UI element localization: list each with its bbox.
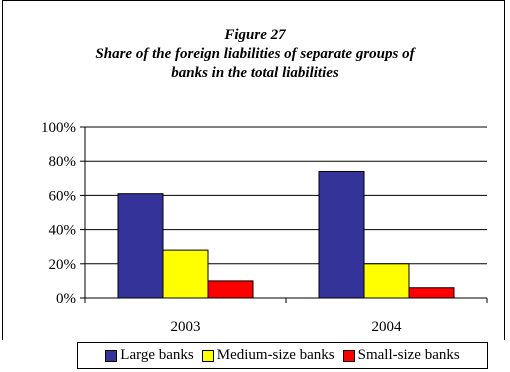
legend-swatch — [342, 349, 355, 362]
title-line-1: Figure 27 — [224, 27, 286, 43]
y-tick-label: 40% — [49, 223, 77, 239]
y-tick-label: 60% — [49, 188, 77, 204]
legend-label: Medium-size banks — [216, 347, 335, 363]
legend-item: Large banks — [105, 347, 194, 364]
bar — [117, 193, 164, 299]
bar — [363, 263, 410, 299]
y-tick-label: 20% — [49, 257, 77, 273]
chart-legend: Large banks Medium-size banks Small-size b… — [77, 342, 488, 369]
y-tick-label: 100% — [41, 120, 76, 136]
x-tick-label: 2004 — [372, 319, 403, 335]
legend-swatch — [201, 349, 214, 362]
legend-label: Small-size banks — [357, 347, 460, 363]
legend-item: Medium-size banks — [201, 347, 335, 364]
legend-swatch — [105, 349, 118, 362]
bar — [162, 249, 209, 299]
bar — [207, 280, 254, 299]
y-tick-label: 0% — [56, 291, 76, 307]
chart-title: Figure 27 Share of the foreign liabiliti… — [0, 26, 510, 83]
title-line-2: Share of the foreign liabilities of sepa… — [95, 46, 415, 62]
bar-chart: 0% 20% 40% 60% 80% 100% 2003 2004 — [41, 120, 488, 335]
x-tick-label: 2003 — [171, 319, 201, 335]
bar — [318, 170, 365, 299]
chart-frame — [2, 0, 505, 340]
title-line-3: banks in the total liabilities — [171, 65, 339, 81]
y-tick-label: 80% — [49, 154, 77, 170]
legend-label: Large banks — [120, 347, 194, 363]
legend-item: Small-size banks — [342, 347, 460, 364]
bar — [408, 287, 455, 299]
